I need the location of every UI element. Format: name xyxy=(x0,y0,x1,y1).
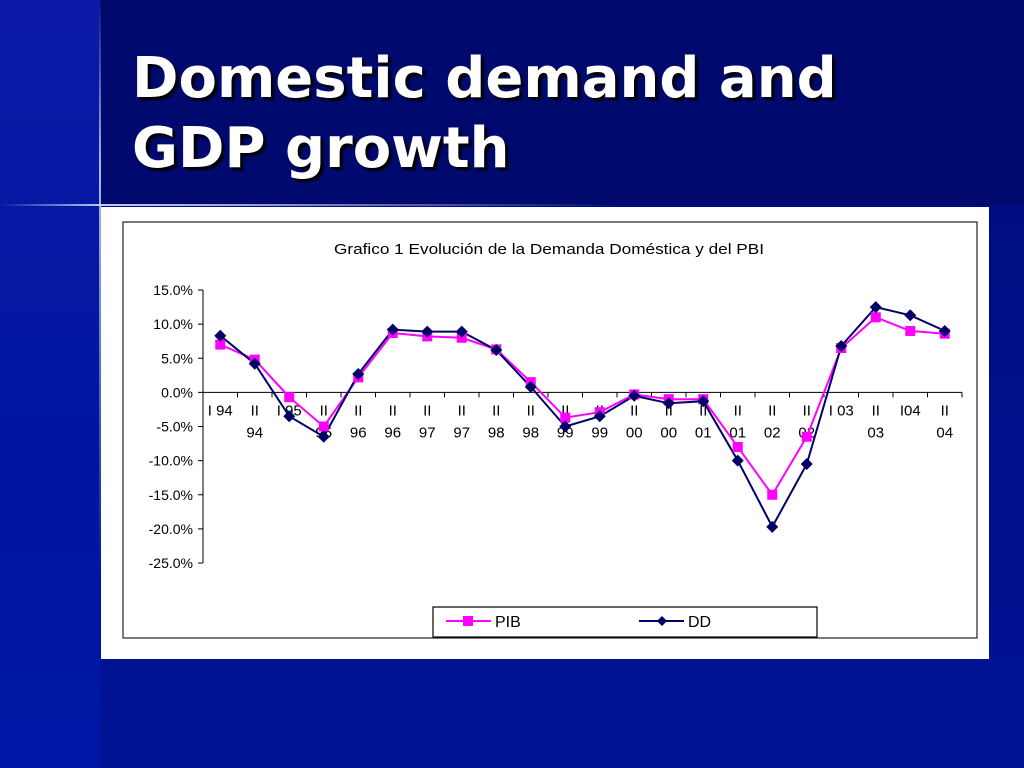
data-point-dd xyxy=(524,380,537,393)
y-tick-label: 10.0% xyxy=(153,316,193,332)
data-point-dd xyxy=(731,454,744,467)
x-tick-label: II xyxy=(320,402,328,419)
x-tick-label: II xyxy=(665,402,673,419)
x-tick-label: II xyxy=(872,402,880,419)
x-tick-label: 03 xyxy=(867,424,884,441)
x-tick-label: I 03 xyxy=(829,402,854,419)
data-point-pib xyxy=(560,412,571,423)
data-point-pib xyxy=(870,312,881,323)
horizontal-divider xyxy=(0,204,1024,206)
legend-label-pib: PIB xyxy=(495,614,521,631)
series-line-dd xyxy=(219,305,946,529)
x-tick-label: 99 xyxy=(557,424,574,441)
x-tick-label: I04 xyxy=(900,402,921,419)
header-band xyxy=(100,0,1024,205)
data-point-dd xyxy=(628,389,641,402)
y-tick-label: -20.0% xyxy=(149,521,193,537)
y-tick-label: -10.0% xyxy=(149,453,193,469)
left-accent-band xyxy=(0,0,100,768)
x-tick-label: 98 xyxy=(522,424,539,441)
data-point-dd xyxy=(904,309,917,322)
x-tick-label: II xyxy=(561,402,569,419)
chart-frame xyxy=(122,221,978,639)
x-tick-label: II xyxy=(527,402,535,419)
y-tick-label: 0.0% xyxy=(161,384,193,400)
data-point-dd xyxy=(938,324,951,337)
data-point-pib xyxy=(767,489,778,500)
chart-title: Grafico 1 Evolución de la Demanda Domést… xyxy=(334,241,764,258)
x-tick-label: II xyxy=(941,402,949,419)
x-tick-label: 97 xyxy=(419,424,436,441)
data-point-dd xyxy=(490,344,503,357)
series-line-pib xyxy=(219,316,945,497)
vertical-divider xyxy=(99,0,101,768)
data-point-dd xyxy=(455,325,468,338)
line-chart: Grafico 1 Evolución de la Demanda Domést… xyxy=(122,221,978,639)
x-tick-label: II xyxy=(354,402,362,419)
data-point-dd xyxy=(766,520,779,533)
x-tick-label: II xyxy=(768,402,776,419)
x-tick-label: 94 xyxy=(246,424,263,441)
data-point-dd xyxy=(593,410,606,423)
legend-marker-pib xyxy=(463,616,473,626)
data-point-dd xyxy=(283,410,296,423)
x-tick-label: II xyxy=(423,402,431,419)
x-tick-label: II xyxy=(803,402,811,419)
legend-label-dd: DD xyxy=(688,614,711,631)
y-tick-label: 15.0% xyxy=(153,282,193,298)
data-point-dd xyxy=(800,458,813,471)
data-point-dd xyxy=(697,395,710,408)
x-tick-label: II xyxy=(458,402,466,419)
data-point-dd xyxy=(352,367,365,380)
slide-title-line-2: GDP growth xyxy=(132,116,510,181)
data-point-dd xyxy=(662,397,675,410)
x-tick-label: 96 xyxy=(350,424,367,441)
y-tick-label: 5.0% xyxy=(161,350,193,366)
legend-box xyxy=(432,606,818,638)
x-tick-label: II xyxy=(251,402,259,419)
x-tick-label: 00 xyxy=(626,424,643,441)
data-point-dd xyxy=(214,329,227,342)
x-tick-label: II xyxy=(734,402,742,419)
data-point-dd xyxy=(248,357,261,370)
data-point-pib xyxy=(801,431,812,442)
data-point-dd xyxy=(835,339,848,352)
data-point-dd xyxy=(869,301,882,314)
slide-title: Domestic demand and GDP growth xyxy=(132,44,992,184)
x-tick-label: 98 xyxy=(488,424,505,441)
data-point-pib xyxy=(318,421,329,432)
x-tick-label: 01 xyxy=(695,424,712,441)
y-tick-label: -25.0% xyxy=(149,555,193,571)
data-point-pib xyxy=(905,325,916,336)
x-tick-label: II xyxy=(699,402,707,419)
x-tick-label: II xyxy=(630,402,638,419)
x-tick-label: 96 xyxy=(384,424,401,441)
x-tick-label: 04 xyxy=(936,424,953,441)
data-point-pib xyxy=(732,441,743,452)
data-point-dd xyxy=(317,430,330,443)
x-tick-label: 02 xyxy=(764,424,781,441)
slide-title-line-1: Domestic demand and xyxy=(132,46,837,111)
data-point-pib xyxy=(284,392,295,403)
x-tick-label: I 94 xyxy=(208,402,233,419)
x-tick-label: 97 xyxy=(453,424,470,441)
x-tick-label: 00 xyxy=(660,424,677,441)
data-point-pib xyxy=(456,332,467,343)
chart-image-panel: Grafico 1 Evolución de la Demanda Domést… xyxy=(101,207,989,659)
x-tick-label: II xyxy=(492,402,500,419)
data-point-dd xyxy=(421,325,434,338)
data-point-pib xyxy=(215,339,226,350)
x-tick-label: 99 xyxy=(591,424,608,441)
x-tick-label: 01 xyxy=(729,424,746,441)
x-tick-label: II xyxy=(389,402,397,419)
y-tick-label: -15.0% xyxy=(149,487,193,503)
legend-marker-dd xyxy=(657,616,667,626)
y-tick-label: -5.0% xyxy=(156,419,193,435)
data-point-dd xyxy=(559,420,572,433)
